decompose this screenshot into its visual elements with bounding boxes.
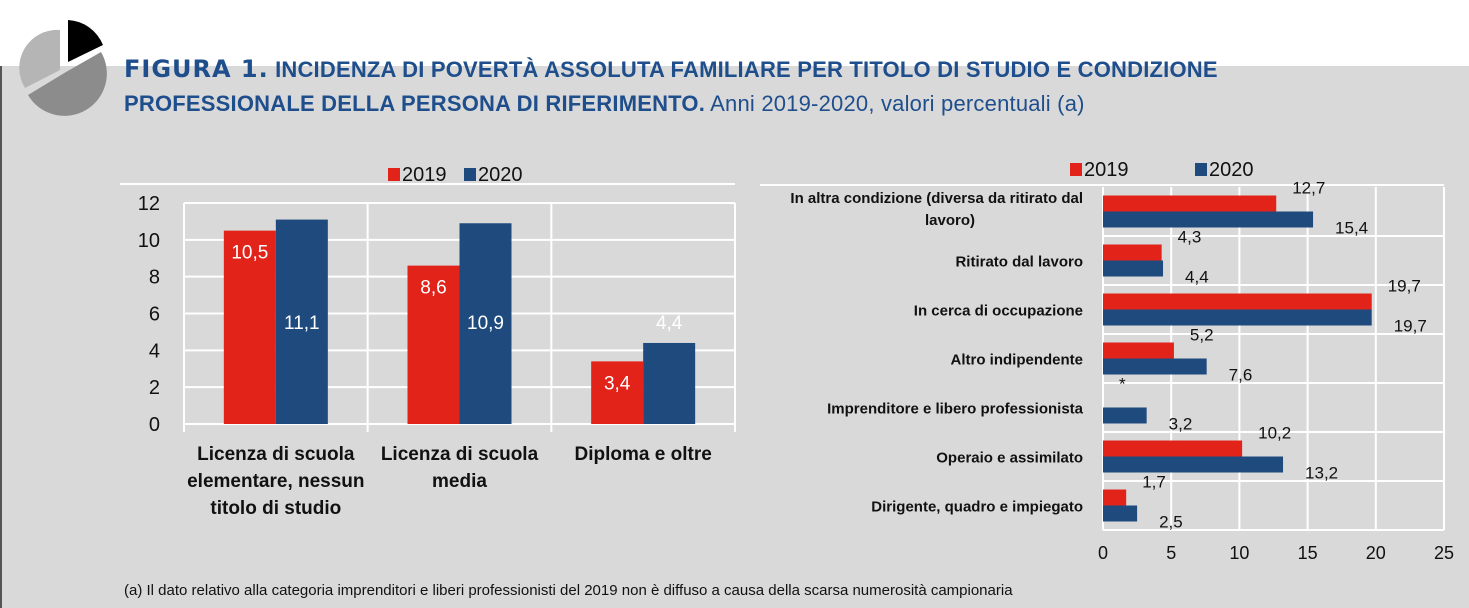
data-label: 5,2 bbox=[1190, 326, 1214, 345]
y-category-label: Imprenditore e libero professionista bbox=[827, 401, 1084, 418]
legend-swatch-2020 bbox=[464, 168, 476, 181]
y-tick-label: 8 bbox=[149, 267, 160, 289]
y-tick-label: 2 bbox=[149, 377, 160, 399]
bar-2019 bbox=[591, 361, 644, 424]
bar-2020 bbox=[1103, 260, 1164, 277]
x-category-label: Licenza di scuola bbox=[197, 444, 355, 465]
x-tick-label: 20 bbox=[1366, 543, 1386, 563]
data-label: * bbox=[1119, 375, 1126, 394]
bar-2020 bbox=[1103, 309, 1372, 326]
x-tick-label: 10 bbox=[1229, 543, 1249, 563]
legend-label-2020: 2020 bbox=[1209, 159, 1254, 181]
pie-logo-icon bbox=[19, 20, 107, 116]
data-label: 15,4 bbox=[1335, 219, 1368, 238]
x-category-label: Licenza di scuola bbox=[381, 444, 539, 465]
legend-swatch-2019 bbox=[1070, 163, 1082, 176]
bar-2020 bbox=[459, 223, 512, 424]
data-label: 11,1 bbox=[284, 313, 320, 334]
legend-swatch-2020 bbox=[1195, 163, 1207, 176]
data-label: 3,4 bbox=[604, 373, 631, 394]
bar-2020 bbox=[1103, 211, 1314, 228]
bar-2020 bbox=[1103, 358, 1207, 375]
data-label: 7,6 bbox=[1229, 366, 1253, 385]
data-label: 13,2 bbox=[1305, 464, 1338, 483]
x-category-label: Diploma e oltre bbox=[575, 444, 712, 465]
data-label: 10,9 bbox=[467, 313, 504, 334]
x-tick-label: 5 bbox=[1166, 543, 1176, 563]
bar-2019 bbox=[407, 265, 460, 424]
x-category-label: titolo di studio bbox=[210, 498, 341, 519]
data-label: 4,3 bbox=[1178, 228, 1202, 247]
data-label: 4,4 bbox=[1185, 268, 1209, 287]
legend-label-2019: 2019 bbox=[1084, 159, 1129, 181]
data-label: 19,7 bbox=[1394, 317, 1427, 336]
data-label: 2,5 bbox=[1159, 513, 1183, 532]
bar-2020 bbox=[1103, 407, 1147, 424]
x-tick-label: 0 bbox=[1098, 543, 1108, 563]
y-tick-label: 6 bbox=[149, 304, 160, 326]
bar-2019 bbox=[1103, 195, 1277, 212]
y-category-label: lavoro) bbox=[925, 212, 975, 229]
x-category-label: elementare, nessun bbox=[187, 471, 364, 492]
data-label: 8,6 bbox=[420, 278, 446, 299]
x-tick-label: 15 bbox=[1298, 543, 1318, 563]
data-label: 19,7 bbox=[1388, 277, 1421, 296]
figure-title: FIGURA 1. INCIDENZA DI POVERTÀ ASSOLUTA … bbox=[124, 55, 1218, 116]
y-category-label: Operaio e assimilato bbox=[936, 450, 1083, 467]
data-label: 4,4 bbox=[656, 313, 683, 334]
y-category-label: In cerca di occupazione bbox=[914, 303, 1083, 320]
bar-2019 bbox=[1103, 440, 1243, 457]
legend-label-2020: 2020 bbox=[478, 164, 523, 186]
y-tick-label: 10 bbox=[138, 230, 160, 252]
y-tick-label: 4 bbox=[149, 340, 160, 362]
bar-2020 bbox=[643, 342, 696, 424]
y-category-label: Dirigente, quadro e impiegato bbox=[871, 499, 1083, 516]
bar-2019 bbox=[1103, 489, 1127, 506]
bar-2019 bbox=[1103, 293, 1372, 310]
data-label: 1,7 bbox=[1142, 473, 1166, 492]
y-tick-label: 12 bbox=[138, 193, 160, 215]
bar-2020 bbox=[275, 219, 328, 424]
bar-2019 bbox=[1103, 342, 1174, 359]
bar-2020 bbox=[1103, 505, 1138, 522]
y-category-label: Ritirato dal lavoro bbox=[955, 254, 1083, 271]
bar-2019 bbox=[1103, 244, 1162, 261]
bar-2019 bbox=[223, 230, 276, 424]
footnote: (a) Il dato relativo alla categoria impr… bbox=[124, 582, 1013, 599]
x-category-label: media bbox=[432, 471, 487, 492]
legend-label-2019: 2019 bbox=[402, 164, 447, 186]
data-label: 10,2 bbox=[1258, 424, 1291, 443]
y-category-label: Altro indipendente bbox=[951, 352, 1084, 369]
data-label: 12,7 bbox=[1292, 179, 1325, 198]
data-label: 3,2 bbox=[1169, 415, 1193, 434]
x-tick-label: 25 bbox=[1434, 543, 1454, 563]
legend-swatch-2019 bbox=[388, 168, 400, 181]
bar-2020 bbox=[1103, 456, 1284, 473]
y-tick-label: 0 bbox=[149, 414, 160, 436]
y-category-label: In altra condizione (diversa da ritirato… bbox=[790, 190, 1083, 207]
data-label: 10,5 bbox=[231, 243, 268, 264]
